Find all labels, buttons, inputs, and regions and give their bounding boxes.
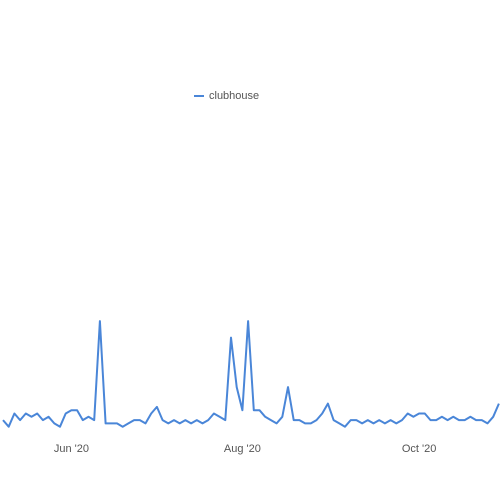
x-tick-label: Oct '20 bbox=[402, 443, 437, 455]
legend-label[interactable]: clubhouse bbox=[209, 90, 259, 102]
x-tick-label: Aug '20 bbox=[224, 443, 261, 455]
x-tick-label: Jun '20 bbox=[54, 443, 89, 455]
series-line bbox=[2, 320, 500, 428]
